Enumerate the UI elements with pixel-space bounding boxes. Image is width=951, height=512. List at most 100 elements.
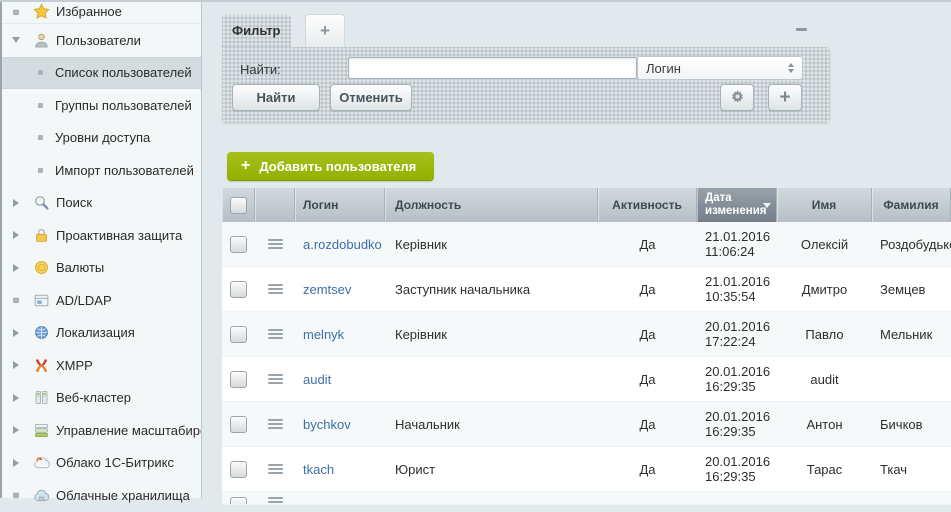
bullet-icon (8, 8, 24, 15)
cluster-icon (32, 389, 50, 406)
add-user-button[interactable]: + Добавить пользователя (227, 152, 435, 181)
column-header-login[interactable]: Логин (295, 188, 385, 222)
row-checkbox-cell (222, 312, 255, 356)
first-name-cell: Антон (806, 416, 843, 432)
select-all-cell (222, 188, 255, 222)
add-filter-tab[interactable]: + (305, 14, 345, 47)
sidebar-item-favorites[interactable]: Избранное (2, 0, 201, 24)
last-name-cell: Мельник (880, 326, 933, 342)
user-login-link[interactable]: a.rozdobudko (303, 236, 382, 252)
column-header-lastname[interactable]: Фамилия (872, 188, 951, 222)
row-checkbox-cell (222, 222, 255, 266)
row-menu-button[interactable] (267, 329, 283, 339)
row-menu-button[interactable] (267, 284, 283, 294)
add-filter-field-button[interactable]: + (768, 84, 802, 111)
cancel-button[interactable]: Отменить (330, 84, 412, 111)
row-checkbox[interactable] (230, 415, 247, 433)
search-input[interactable] (348, 57, 637, 79)
chevron-right-icon[interactable] (8, 393, 24, 402)
table-row: zemtsev Заступник начальника Да 21.01.2016 1… (222, 267, 951, 312)
sidebar-item-ad-ldap[interactable]: AD/LDAP (2, 284, 201, 317)
sidebar-item-users[interactable]: Пользователи (2, 24, 201, 57)
chevron-right-icon[interactable] (8, 263, 24, 272)
tab-filter[interactable]: Фильтр (222, 14, 291, 47)
chevron-right-icon[interactable] (8, 361, 24, 370)
table-row: bychkov Начальник Да 20.01.2016 16:29:35 Анто… (222, 402, 951, 447)
row-menu-button[interactable] (267, 374, 283, 384)
scaling-icon (32, 422, 50, 439)
field-select[interactable]: Логин (637, 56, 803, 80)
login-cell: bychkov (295, 402, 385, 446)
row-menu-cell (255, 312, 295, 356)
user-login-link[interactable]: melnyk (303, 326, 345, 342)
chevron-right-icon[interactable] (8, 231, 24, 240)
login-cell: melnyk (295, 312, 385, 356)
chevron-right-icon[interactable] (8, 458, 24, 467)
login-cell: audit (295, 357, 385, 401)
minimize-filter-button[interactable] (796, 28, 807, 31)
column-header-date[interactable]: Дата изменения (697, 188, 777, 222)
user-icon (32, 32, 50, 49)
position-cell (385, 357, 598, 401)
sidebar-item-web-cluster[interactable]: Веб-кластер (2, 382, 201, 415)
row-menu-button[interactable] (267, 497, 283, 504)
row-checkbox[interactable] (230, 460, 247, 478)
sidebar-item-label: Группы пользователей (55, 97, 192, 113)
column-header-position[interactable]: Должность (385, 188, 598, 222)
row-checkbox[interactable] (230, 497, 247, 504)
row-checkbox[interactable] (230, 280, 247, 298)
column-header-label: Активность (612, 198, 682, 212)
chevron-down-icon[interactable] (8, 37, 24, 44)
sidebar-item-label: XMPP (56, 357, 93, 373)
row-checkbox[interactable] (230, 325, 247, 343)
plus-icon: + (241, 157, 251, 174)
column-header-label: Дата изменения (705, 191, 767, 217)
row-menu-button[interactable] (267, 239, 283, 249)
row-menu-cell (255, 492, 295, 504)
chevron-right-icon[interactable] (8, 328, 24, 337)
modified-date-value: 20.01.2016 16:29:35 (705, 409, 771, 439)
sidebar-item-search[interactable]: Поиск (2, 187, 201, 220)
row-checkbox[interactable] (230, 235, 247, 253)
user-login-link[interactable]: bychkov (303, 416, 351, 432)
sidebar-item-label: AD/LDAP (56, 292, 112, 308)
row-menu-cell (255, 357, 295, 401)
sidebar-item-currencies[interactable]: Валюты (2, 252, 201, 285)
sidebar-item-access-levels[interactable]: Уровни доступа (2, 122, 201, 155)
modified-date-value: 20.01.2016 16:29:35 (705, 454, 771, 484)
cloud-storage-icon (32, 487, 50, 504)
chevron-right-icon[interactable] (8, 426, 24, 435)
user-login-link[interactable]: zemtsev (303, 281, 352, 297)
sidebar-item-scaling[interactable]: Управление масштабированием (2, 414, 201, 447)
column-header-label: Должность (395, 198, 462, 212)
row-menu-button[interactable] (267, 419, 283, 429)
sidebar-item-user-groups[interactable]: Группы пользователей (2, 89, 201, 122)
sidebar-item-bitrix-cloud[interactable]: Облако 1С-Битрикс (2, 447, 201, 480)
row-menu-cell (255, 447, 295, 491)
star-icon (32, 3, 50, 20)
login-cell: zemtsev (295, 267, 385, 311)
column-header-name[interactable]: Имя (777, 188, 872, 222)
row-checkbox[interactable] (230, 370, 247, 388)
filter-settings-button[interactable] (720, 84, 754, 111)
sidebar-item-proactive-protection[interactable]: Проактивная защита (2, 219, 201, 252)
coin-icon (32, 259, 50, 276)
lock-icon (32, 227, 50, 244)
user-login-link[interactable]: audit (303, 371, 332, 387)
sidebar-item-cloud-storage[interactable]: Облачные хранилища (2, 479, 201, 512)
sidebar-item-user-list[interactable]: Список пользователей (2, 56, 201, 89)
user-login-link[interactable]: tkach (303, 461, 335, 477)
sidebar-item-localization[interactable]: Локализация (2, 317, 201, 350)
select-all-checkbox[interactable] (229, 196, 247, 214)
row-menu-button[interactable] (267, 464, 283, 474)
row-menu-cell (255, 267, 295, 311)
sidebar-item-xmpp[interactable]: XMPP (2, 349, 201, 382)
sidebar-item-label: Валюты (56, 260, 105, 276)
sidebar-item-label: Поиск (56, 195, 93, 211)
search-icon (32, 194, 50, 211)
column-header-active[interactable]: Активность (598, 188, 697, 222)
sidebar-item-user-import[interactable]: Импорт пользователей (2, 154, 201, 187)
chevron-right-icon[interactable] (8, 198, 24, 207)
find-label: Найти: (240, 62, 281, 77)
find-button[interactable]: Найти (232, 84, 320, 111)
